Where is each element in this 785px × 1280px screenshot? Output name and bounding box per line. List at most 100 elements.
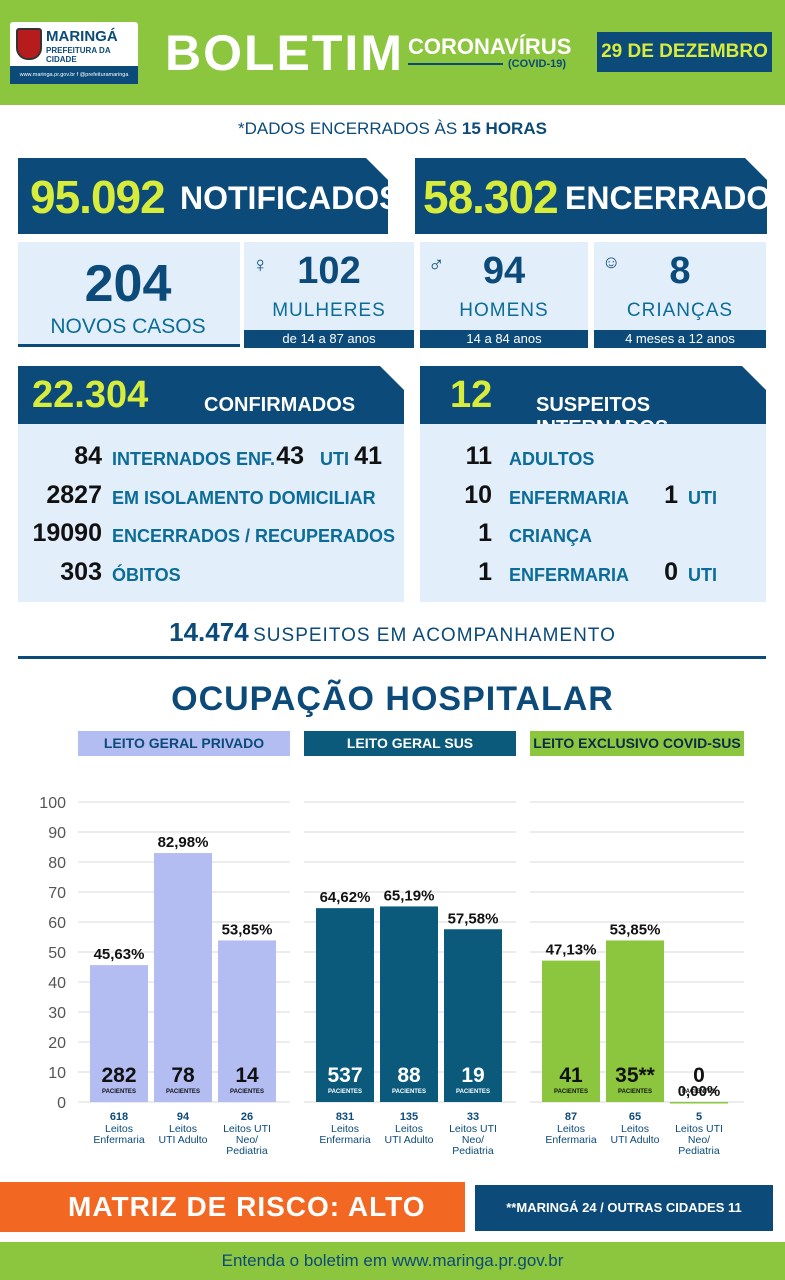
bar — [316, 908, 374, 1102]
crianca-value: 1 — [478, 519, 492, 547]
crianca-enf-label: ENFERMARIA — [509, 565, 629, 585]
y-tick-label: 70 — [48, 885, 66, 902]
homens-box: ♂ 94 HOMENS 14 a 84 anos — [420, 242, 588, 348]
bar-label-line3: Pediatria — [452, 1145, 494, 1157]
crianca-label: CRIANÇA — [509, 526, 592, 546]
novos-casos-underline — [18, 344, 240, 347]
coat-of-arms-icon — [16, 28, 42, 60]
encerrados-value: 58.302 — [423, 171, 559, 223]
bar-label-line2: Enfermaria — [93, 1134, 145, 1146]
bar-label-line1: Leitos — [331, 1123, 359, 1135]
note-prefix: *DADOS ENCERRADOS ÀS — [238, 119, 462, 138]
bar-patients-label: PACIENTES — [682, 1089, 716, 1095]
bar-pct-label: 0,00% — [678, 1083, 721, 1100]
bar-patients-value: 0 — [693, 1064, 705, 1087]
crianca-uti-label: UTI — [688, 565, 717, 585]
mulheres-box: ♀ 102 MULHERES de 14 a 87 anos — [244, 242, 414, 348]
encerrados-box: 58.302 ENCERRADOS — [415, 158, 785, 234]
isolamento-label: EM ISOLAMENTO DOMICILIAR — [112, 488, 376, 508]
logo-subtitle: PREFEITURA DA CIDADE — [46, 46, 111, 64]
novos-casos-value: 204 — [84, 255, 172, 313]
box-corner — [745, 158, 767, 180]
y-tick-label: 40 — [48, 975, 66, 992]
suspeitos-value: 12 — [450, 374, 493, 416]
page-title: BOLETIM — [165, 25, 404, 81]
bar-patients-value: 282 — [101, 1064, 136, 1087]
bar-pct-label: 47,13% — [546, 942, 597, 959]
adultos-enf-value: 10 — [464, 481, 492, 509]
bar — [670, 1102, 728, 1104]
homens-label: HOMENS — [459, 300, 549, 321]
bar — [606, 940, 664, 1102]
bar — [90, 965, 148, 1102]
bar-label-line1: Leitos — [169, 1123, 197, 1135]
bar-patients-label: PACIENTES — [166, 1089, 200, 1095]
notificados-value: 95.092 — [30, 171, 166, 223]
bar — [542, 960, 600, 1102]
bar-beds-value: 135 — [400, 1111, 418, 1123]
bar-pct-label: 57,58% — [448, 910, 499, 927]
mulheres-label: MULHERES — [272, 300, 386, 321]
bar-label-line1: Leitos — [395, 1123, 423, 1135]
bar-patients-label: PACIENTES — [102, 1089, 136, 1095]
crianca-uti-value: 0 — [664, 558, 678, 586]
ocupacao-title: OCUPAÇÃO HOSPITALAR — [171, 680, 614, 718]
suspeitos-header: 12 SUSPEITOS INTERNADOS — [420, 366, 766, 439]
notificados-box: 95.092 NOTIFICADOS — [18, 158, 400, 234]
homens-range: 14 a 84 anos — [420, 330, 588, 348]
prefeitura-logo[interactable]: MARINGÁ PREFEITURA DA CIDADE www.maringa… — [10, 22, 138, 84]
category-header-sus: LEITO GERAL SUS — [304, 731, 516, 756]
bar-label-line2: Enfermaria — [545, 1134, 597, 1146]
bar-patients-label: PACIENTES — [328, 1089, 362, 1095]
logo-links: www.maringa.pr.gov.br f @prefeituramarin… — [10, 66, 138, 84]
bar-beds-value: 65 — [629, 1111, 641, 1123]
y-tick-label: 20 — [48, 1035, 66, 1052]
bar-label-line2: Neo/ — [462, 1134, 484, 1146]
box-corner — [380, 366, 404, 390]
bar-patients-value: 14 — [235, 1064, 259, 1087]
notificados-label: NOTIFICADOS — [180, 180, 401, 216]
y-tick-label: 80 — [48, 855, 66, 872]
occupancy-chart: 100908070605040302010045,63%282PACIENTES… — [39, 795, 744, 1157]
bar-patients-value: 35** — [615, 1064, 656, 1087]
bar-pct-label: 53,85% — [610, 921, 661, 938]
y-tick-label: 0 — [57, 1095, 66, 1112]
internados-uti-label: UTI — [320, 449, 349, 469]
woman-icon: ♀ — [252, 252, 269, 277]
box-corner — [742, 366, 766, 390]
bar — [380, 906, 438, 1102]
category-header-privado: LEITO GERAL PRIVADO — [78, 731, 290, 756]
internados-enf-label: ENF. — [236, 449, 276, 469]
confirmados-label: CONFIRMADOS — [204, 394, 356, 416]
criancas-range: 4 meses a 12 anos — [594, 330, 766, 348]
risk-note: **MARINGÁ 24 / OUTRAS CIDADES 11 — [475, 1185, 773, 1231]
bar-label-line1: Leitos — [105, 1123, 133, 1135]
bar-pct-label: 65,19% — [384, 887, 435, 904]
mulheres-value: 102 — [297, 250, 361, 292]
bar-patients-value: 78 — [171, 1064, 195, 1087]
bar-label-line1: Leitos — [557, 1123, 585, 1135]
obitos-value: 303 — [60, 558, 102, 586]
obitos-label: ÓBITOS — [112, 565, 181, 585]
bar-patients-value: 41 — [559, 1064, 583, 1087]
footer-link[interactable]: Entenda o boletim em www.maringa.pr.gov.… — [0, 1242, 785, 1280]
box-corner — [366, 158, 388, 180]
bar-label-line2: UTI Adulto — [610, 1134, 659, 1146]
internados-uti-value: 41 — [354, 442, 382, 470]
bar-pct-label: 64,62% — [320, 889, 371, 906]
adultos-enf-label: ENFERMARIA — [509, 488, 629, 508]
risk-matrix-banner: MATRIZ DE RISCO: ALTO — [0, 1182, 465, 1232]
page-subtitle: CORONAVÍRUS — [408, 34, 572, 59]
bar-label-line1: Leitos UTI — [675, 1123, 723, 1135]
acompanhamento-line: 14.474 SUSPEITOS EM ACOMPANHAMENTO — [0, 617, 785, 648]
bar-patients-label: PACIENTES — [230, 1089, 264, 1095]
y-tick-label: 90 — [48, 825, 66, 842]
adultos-value: 11 — [465, 442, 492, 470]
adultos-uti-label: UTI — [688, 488, 717, 508]
bar-label-line2: Neo/ — [236, 1134, 258, 1146]
bar — [444, 929, 502, 1102]
logo-city-name: MARINGÁ — [46, 28, 118, 45]
covid-tag: (COVID-19) — [508, 58, 567, 70]
confirmados-header: 22.304 CONFIRMADOS — [18, 366, 404, 424]
mulheres-range: de 14 a 87 anos — [244, 330, 414, 348]
